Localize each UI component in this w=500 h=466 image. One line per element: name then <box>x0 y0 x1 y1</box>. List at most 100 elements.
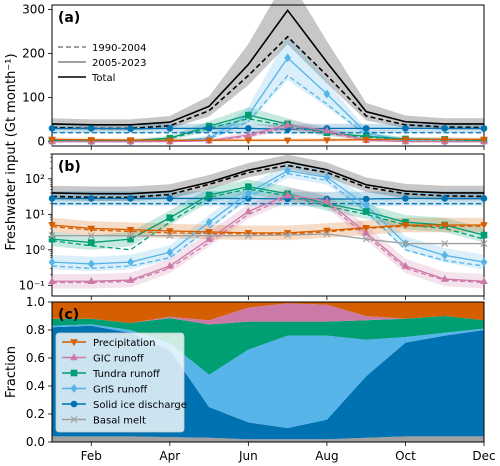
point-b-basal-melt-4 <box>166 232 174 240</box>
point-b-tundra-runoff-2 <box>87 239 95 246</box>
point-b-basal-melt-9 <box>362 235 370 243</box>
point-a-precipitation-1 <box>48 136 56 144</box>
x-tick-label-5: Dec <box>472 449 495 463</box>
y-tick-label-c-0: 0.0 <box>26 435 45 449</box>
series-b-precipitation-2005-2023 <box>51 224 484 234</box>
axes-frame-c <box>51 301 485 443</box>
point-b-basal-melt-7-b <box>284 231 292 239</box>
point-b-basal-melt-5-b <box>205 232 213 240</box>
series-a-gic-runoff-1990-2004 <box>52 126 484 143</box>
point-b-precipitation-2 <box>87 225 96 233</box>
series-b-gris-runoff-2005-2023 <box>51 169 485 265</box>
point-a-solid-ice-discharge-12 <box>480 125 488 132</box>
point-a-solid-ice-discharge-10 <box>402 125 409 132</box>
y-tick-label-c-1: 0.2 <box>26 407 45 421</box>
point-b-solid-ice-discharge-10 <box>402 195 409 202</box>
point-b-basal-melt-7 <box>284 231 292 239</box>
point-b-precipitation-4 <box>166 228 174 236</box>
point-b-tundra-runoff-5 <box>205 191 213 199</box>
point-b-basal-melt-8 <box>323 230 331 238</box>
series-b-solid-ice-discharge-2005-2023 <box>52 197 484 200</box>
series-b-total-2005-2023 <box>51 161 484 195</box>
band-a-gris-runoff <box>52 35 484 142</box>
band-b-gic-runoff <box>52 187 484 289</box>
point-b-tundra-runoff-4 <box>166 214 174 222</box>
x-tick-label-0: Feb <box>81 449 102 463</box>
y-tick-label-a-0: 0 <box>37 135 45 149</box>
series-b-tundra-runoff-2005-2023 <box>51 186 485 244</box>
area-c-tundra-runoff <box>52 316 484 375</box>
band-a-tundra-runoff <box>52 107 484 142</box>
legend-label-a-0: 1990-2004 <box>92 43 147 54</box>
point-a-solid-ice-discharge-1 <box>48 125 56 132</box>
series-b-gic-runoff-1990-2004 <box>52 196 485 284</box>
series-b-gris-runoff-1990-2004 <box>51 172 485 270</box>
point-b-precipitation-3 <box>126 226 135 234</box>
y-tick-label-b-2: 10¹ <box>25 207 45 221</box>
point-a-precipitation-5 <box>205 137 213 145</box>
series-b-basal-melt-2005-2023 <box>52 233 484 245</box>
point-a-precipitation-6 <box>244 137 253 145</box>
legend-label-c-0: Precipitation <box>93 338 156 349</box>
point-b-gic-runoff-10 <box>401 261 410 269</box>
band-b-precipitation <box>52 217 484 241</box>
point-b-basal-melt-11 <box>441 240 449 247</box>
x-tick-label-1: Apr <box>159 449 180 463</box>
point-b-gris-runoff-11 <box>441 250 449 260</box>
point-b-precipitation-1 <box>48 222 56 230</box>
point-b-gris-runoff-7 <box>284 166 292 176</box>
point-b-solid-ice-discharge-12 <box>480 195 488 202</box>
point-b-solid-ice-discharge-2 <box>87 195 95 202</box>
series-b-gic-runoff-2005-2023 <box>52 194 485 282</box>
point-b-solid-ice-discharge-4 <box>166 195 174 202</box>
point-b-precipitation-12 <box>480 222 488 230</box>
series-a-solid-ice-discharge-2005-2023 <box>52 127 484 130</box>
point-b-solid-ice-discharge-1 <box>48 195 56 202</box>
panel-label-c: (c) <box>58 307 79 323</box>
point-b-basal-melt-9-b <box>362 235 370 243</box>
point-b-basal-melt-6 <box>244 232 252 240</box>
legend-label-c-4: Solid ice discharge <box>93 400 187 411</box>
point-b-precipitation-5 <box>205 229 213 237</box>
point-b-tundra-runoff-9 <box>362 208 370 215</box>
point-b-basal-melt-2 <box>87 232 95 240</box>
point-a-solid-ice-discharge-4 <box>166 125 174 132</box>
point-b-tundra-runoff-6 <box>245 183 252 190</box>
point-a-precipitation-11 <box>440 136 449 144</box>
y-tick-label-c-5: 1.0 <box>26 295 45 309</box>
series-b-total-1990-2004 <box>51 164 485 199</box>
point-b-basal-melt-4-b <box>166 232 174 240</box>
legend-marker-c-3 <box>70 384 78 393</box>
point-b-gic-runoff-5 <box>205 234 213 242</box>
point-a-precipitation-10 <box>401 136 410 144</box>
y-tick-label-b-0: 10⁻¹ <box>19 278 46 292</box>
point-b-gris-runoff-12 <box>480 257 488 267</box>
legend-label-a-2: Total <box>91 73 115 84</box>
y-axis-label-c: Fraction <box>4 346 19 398</box>
point-a-precipitation-8 <box>323 137 331 145</box>
legend-marker-c-5 <box>70 416 78 423</box>
point-a-solid-ice-discharge-9 <box>362 125 370 132</box>
y-tick-label-c-3: 0.6 <box>26 351 45 365</box>
panel-b: 10⁻¹ 10⁰ 10¹ 10² (b) <box>19 153 488 300</box>
point-a-solid-ice-discharge-5 <box>205 125 213 132</box>
legend-marker-c-0 <box>70 339 78 347</box>
legend-label-c-1: GIC runoff <box>93 354 145 365</box>
series-a-precipitation-2005-2023 <box>51 138 484 141</box>
legend-marker-c-2 <box>70 369 78 377</box>
point-b-basal-melt-12 <box>480 240 488 247</box>
point-b-basal-melt-8-b <box>323 230 331 238</box>
point-b-basal-melt-1-b <box>48 232 56 240</box>
legend-box-c <box>55 332 185 433</box>
legend-marker-c-5-b <box>70 416 78 423</box>
band-a-total <box>52 0 484 131</box>
y-tick-label-a-1: 100 <box>22 91 45 105</box>
axes-frame-a <box>51 4 485 147</box>
point-b-basal-melt-2-b <box>87 232 95 240</box>
point-b-basal-melt-10 <box>402 240 409 247</box>
series-a-total-2005-2023 <box>51 8 484 126</box>
point-b-precipitation-11 <box>440 222 449 230</box>
panel-c: 0.0 0.2 0.4 0.6 0.8 1.0 Fraction Feb Apr Jun Aug Oc… <box>4 295 496 463</box>
point-b-basal-melt-10-b <box>402 240 409 247</box>
point-b-gris-runoff-4 <box>166 247 174 257</box>
